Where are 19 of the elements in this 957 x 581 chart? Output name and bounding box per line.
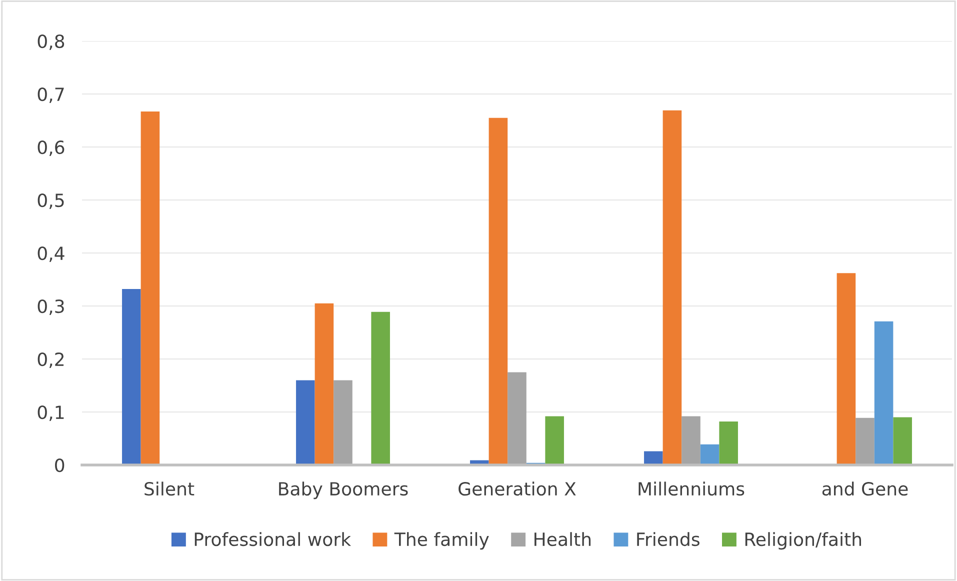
y-tick-label: 0 (55, 458, 64, 472)
y-tick-label: 0,4 (38, 246, 64, 262)
legend-label: Professional work (194, 532, 352, 546)
y-tick-label: 0,2 (38, 352, 64, 368)
y-tick-label: 0,8 (38, 34, 64, 50)
y-tick-label: 0,6 (38, 140, 64, 156)
legend-label: Friends (637, 532, 700, 546)
x-tick-label: Silent (144, 482, 194, 496)
y-tick-label: 0,7 (38, 87, 64, 103)
y-tick-label: 0,3 (38, 299, 64, 315)
legend-label: The family (394, 532, 489, 550)
y-tick-label: 0,1 (38, 405, 64, 421)
x-tick-label: and Gene (822, 482, 908, 496)
legend-label: Religion/faith (745, 532, 862, 550)
x-tick-label: Baby Boomers (279, 482, 408, 500)
x-tick-label: Millenniums (638, 482, 744, 496)
y-tick-label: 0,5 (38, 193, 64, 209)
legend-label: Health (534, 532, 591, 546)
x-tick-label: Generation X (458, 482, 576, 496)
